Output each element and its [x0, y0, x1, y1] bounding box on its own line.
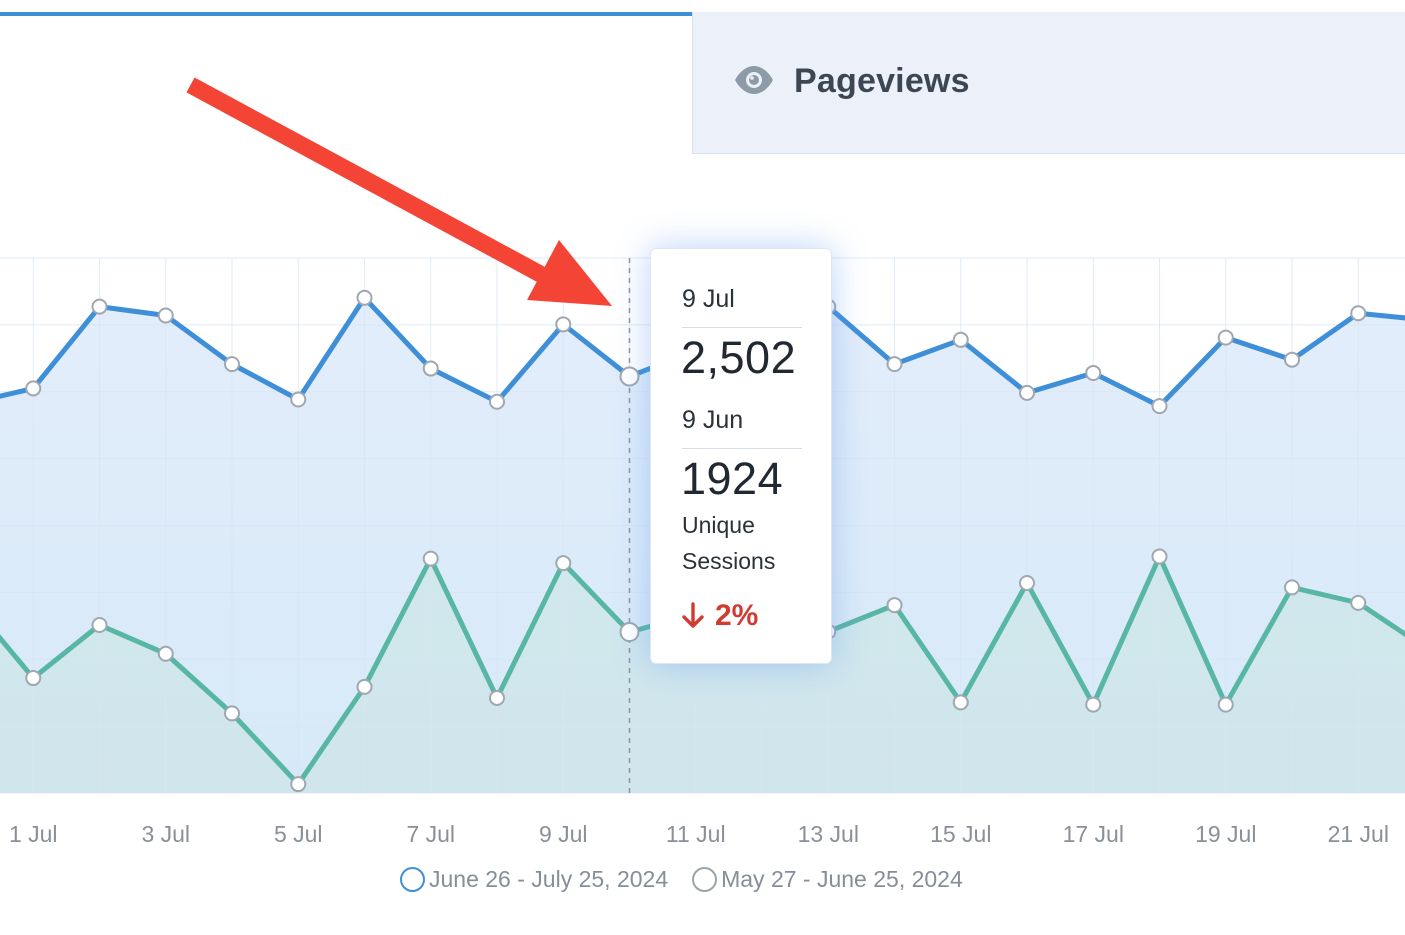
x-axis-tick-label: 9 Jul [539, 821, 588, 847]
x-axis-tick-label: 11 Jul [666, 821, 726, 847]
active-tab-indicator [0, 12, 692, 16]
x-axis-tick-label: 7 Jul [406, 821, 455, 847]
chart-tooltip: 9 Jul 2,502 9 Jun 1924 Unique Sessions 2… [650, 248, 832, 664]
previous-data-point [1085, 696, 1102, 713]
current-data-point [422, 360, 439, 377]
eye-icon [735, 66, 773, 94]
previous-data-point [1019, 574, 1035, 591]
x-axis-tick-label: 1 Jul [9, 821, 58, 847]
tooltip-current-date: 9 Jul [682, 285, 735, 313]
annotation-arrow [186, 77, 612, 306]
x-axis-tick-label: 19 Jul [1195, 821, 1256, 847]
current-data-point [356, 289, 373, 306]
legend-previous-marker [692, 867, 718, 892]
current-data-point [1217, 329, 1234, 346]
previous-data-point [886, 597, 903, 614]
previous-series-area [0, 556, 1405, 793]
previous-data-point [224, 705, 240, 722]
previous-data-point [290, 776, 307, 793]
current-data-point [290, 391, 307, 408]
previous-data-point [952, 694, 969, 711]
tooltip-previous-value: 1924 [681, 453, 784, 504]
legend-previous-label: May 27 - June 25, 2024 [721, 866, 963, 892]
current-data-point [886, 356, 903, 373]
previous-data-point [619, 622, 640, 643]
current-data-point [555, 316, 572, 333]
x-axis-tick-label: 5 Jul [274, 821, 323, 847]
current-data-point [25, 380, 42, 397]
x-axis-tick-label: 21 Jul [1328, 821, 1389, 847]
previous-data-point [157, 645, 174, 662]
current-data-point [619, 366, 640, 387]
tooltip-current-value: 2,502 [681, 332, 797, 383]
current-data-point [489, 393, 505, 410]
x-axis-tick-label: 3 Jul [141, 821, 190, 847]
previous-data-point [489, 689, 505, 706]
current-data-point [224, 356, 240, 373]
current-data-point [91, 298, 108, 315]
current-data-point [1019, 384, 1035, 401]
previous-data-point [356, 678, 373, 695]
x-axis-tick-label: 13 Jul [798, 821, 859, 847]
down-arrow-icon [682, 602, 704, 628]
previous-data-point [1284, 579, 1300, 596]
pageviews-tab[interactable]: Pageviews [692, 12, 1405, 154]
current-data-point [1085, 364, 1102, 381]
legend-item-current[interactable]: June 26 - July 25, 2024 [400, 866, 668, 893]
x-axis-tick-label: 17 Jul [1063, 821, 1124, 847]
tooltip-change-value: 2% [715, 599, 759, 632]
previous-data-point [25, 670, 42, 687]
legend-current-marker [400, 867, 425, 892]
pageviews-tab-label: Pageviews [794, 62, 970, 100]
current-data-point [1350, 305, 1367, 322]
current-data-point [1151, 398, 1168, 415]
current-data-point [1284, 351, 1300, 368]
previous-data-point [422, 550, 439, 567]
legend-item-previous[interactable]: May 27 - June 25, 2024 [692, 866, 963, 893]
legend-current-label: June 26 - July 25, 2024 [429, 866, 669, 892]
x-axis-ticks: 1 Jul 3 Jul 5 Jul 7 Jul 9 Jul 11 Jul 13 Jul 15 … [9, 821, 1389, 847]
previous-data-point [91, 616, 108, 633]
current-data-point [952, 331, 969, 348]
previous-data-point [555, 555, 572, 572]
tooltip-separator-current [682, 327, 802, 328]
tooltip-metric-label: Unique Sessions [682, 512, 776, 574]
tooltip-change: 2% [681, 598, 758, 634]
tooltip-previous-date: 9 Jun [682, 406, 744, 434]
previous-data-point [1217, 696, 1234, 713]
current-data-point [157, 307, 174, 324]
x-axis-tick-label: 15 Jul [930, 821, 991, 847]
previous-data-point [1151, 548, 1168, 565]
chart-legend: June 26 - July 25, 2024 May 27 - June 25… [400, 866, 987, 893]
previous-data-point [1350, 594, 1367, 611]
tooltip-separator-previous [682, 448, 802, 449]
